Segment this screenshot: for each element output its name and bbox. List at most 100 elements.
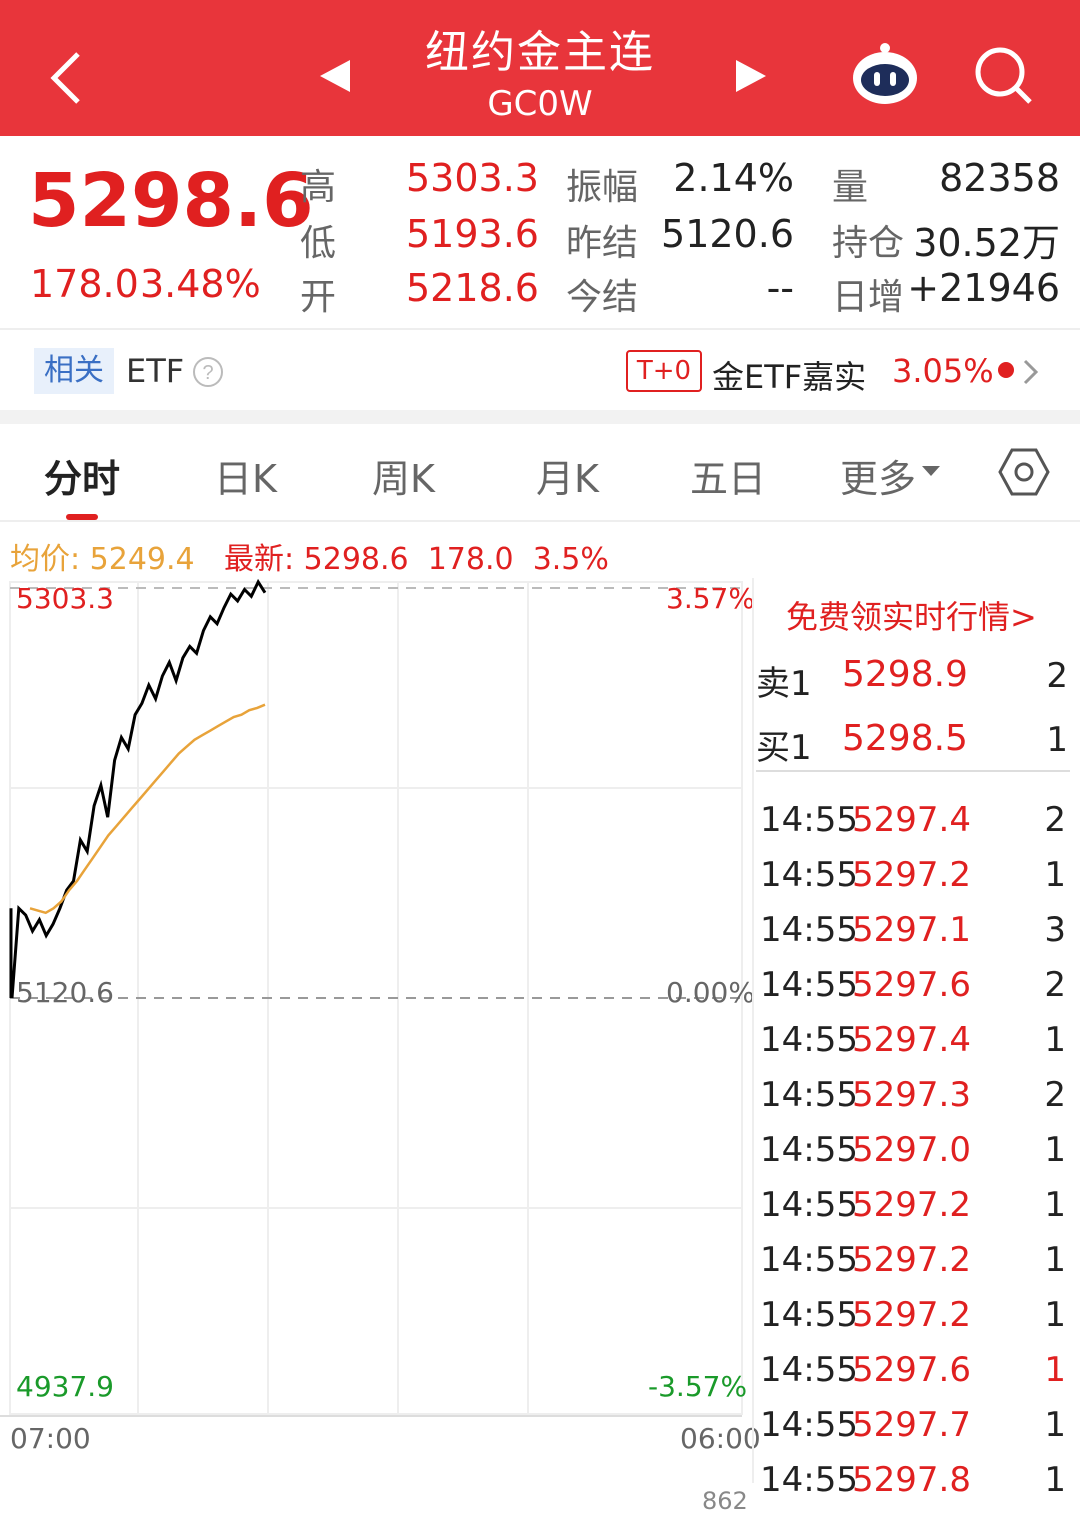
bid1-label: 买1: [756, 728, 812, 768]
tick-price: 5297.6: [852, 1350, 971, 1390]
tick-time: 14:55: [760, 1350, 858, 1390]
latest-pct: 3.5%: [532, 542, 609, 577]
t0-badge: T+0: [626, 350, 702, 392]
tick-row: 14:55 5297.8 1: [760, 1460, 1070, 1515]
pct-axis-mid-label: 0.00%: [666, 976, 755, 1009]
etf-label[interactable]: ETF: [126, 352, 185, 390]
stat-low: 5193.6: [406, 212, 539, 256]
latest-change: 178.0: [427, 542, 514, 577]
tab-five-day[interactable]: 五日: [690, 457, 767, 501]
tab-intraday[interactable]: 分时: [44, 457, 121, 501]
tick-row: 14:55 5297.0 1: [760, 1130, 1070, 1185]
tick-volume: 2: [1044, 965, 1066, 1005]
tick-time: 14:55: [760, 1130, 858, 1170]
ask1-price: 5298.9: [842, 654, 968, 695]
tick-volume: 1: [1044, 1405, 1066, 1445]
bid1-price: 5298.5: [842, 718, 968, 759]
tick-time: 14:55: [760, 1075, 858, 1115]
stat-open: 5218.6: [406, 266, 539, 310]
tick-volume: 3: [1044, 910, 1066, 950]
stat-label: 振幅: [566, 167, 639, 208]
price-change: 178.0: [30, 262, 139, 306]
avg-label: 均价:: [10, 542, 81, 577]
tick-time: 14:55: [760, 1295, 858, 1335]
avg-price-line: [29, 703, 266, 915]
stat-settle: --: [766, 266, 794, 310]
search-icon[interactable]: [972, 44, 1034, 106]
help-icon[interactable]: ?: [192, 356, 224, 388]
tick-row: 14:55 5297.4 1: [760, 1020, 1070, 1075]
divider: [0, 520, 1080, 522]
stat-amplitude: 2.14%: [673, 156, 794, 200]
avg-value: 5249.4: [89, 542, 195, 577]
robot-assistant-icon[interactable]: [850, 40, 920, 106]
tick-price: 5297.6: [852, 965, 971, 1005]
tick-row: 14:55 5297.4 2: [760, 800, 1070, 855]
tick-volume: 1: [1044, 855, 1066, 895]
page-title: 纽约金主连: [425, 27, 655, 78]
stat-daily-increase: +21946: [907, 266, 1060, 310]
stat-volume: 82358: [939, 156, 1060, 200]
svg-text:?: ?: [202, 362, 213, 384]
tab-more[interactable]: 更多: [840, 457, 917, 501]
prev-contract-icon[interactable]: [318, 58, 352, 94]
last-price: 5298.6: [28, 158, 314, 244]
intraday-chart[interactable]: [0, 578, 756, 1483]
ask1-volume: 2: [1046, 656, 1068, 696]
chevron-right-icon[interactable]: [1022, 358, 1040, 386]
next-contract-icon[interactable]: [734, 58, 768, 94]
pct-axis-top-label: 3.57%: [666, 582, 755, 615]
footer-volume: 862: [702, 1487, 748, 1515]
price-change-pct: 3.48%: [140, 262, 261, 306]
latest-price-text: 最新: 5298.6 178.0 3.5%: [224, 534, 609, 578]
tick-row: 14:55 5297.1 3: [760, 910, 1070, 965]
tick-price: 5297.3: [852, 1075, 971, 1115]
tick-time: 14:55: [760, 965, 858, 1005]
stat-label: 高: [300, 167, 337, 208]
stat-label: 持仓: [832, 223, 905, 264]
y-axis-mid-label: 5120.6: [16, 976, 114, 1009]
active-tab-indicator: [66, 514, 98, 520]
ask1-label: 卖1: [756, 664, 812, 704]
tick-row: 14:55 5297.2 1: [760, 855, 1070, 910]
back-arrow-icon[interactable]: [48, 50, 82, 106]
tab-monthly-k[interactable]: 月K: [536, 457, 599, 501]
related-tag[interactable]: 相关: [34, 348, 114, 394]
stat-label: 量: [832, 167, 869, 208]
tick-time: 14:55: [760, 855, 858, 895]
stat-prev-settle: 5120.6: [661, 212, 794, 256]
tick-time: 14:55: [760, 800, 858, 840]
dropdown-arrow-icon[interactable]: [920, 464, 942, 478]
latest-label: 最新:: [224, 542, 295, 577]
etf-change: 3.05%: [892, 352, 994, 390]
y-axis-top-label: 5303.3: [16, 582, 114, 615]
tick-price: 5297.0: [852, 1130, 971, 1170]
tick-price: 5297.7: [852, 1405, 971, 1445]
pct-axis-bottom-label: -3.57%: [648, 1370, 748, 1403]
tick-volume: 1: [1044, 1460, 1066, 1500]
free-quote-link[interactable]: 免费领实时行情>: [786, 598, 1037, 636]
contract-code: GC0W: [487, 84, 593, 124]
etf-name[interactable]: 金ETF嘉实: [712, 358, 867, 396]
tick-time: 14:55: [760, 1020, 858, 1060]
top-bar: 纽约金主连 GC0W: [0, 0, 1080, 136]
stat-label: 今结: [566, 277, 639, 318]
x-axis-end-label: 06:00: [680, 1422, 761, 1455]
stat-label: 昨结: [566, 223, 639, 264]
tab-daily-k[interactable]: 日K: [214, 457, 277, 501]
stat-label: 开: [300, 277, 337, 318]
latest-value: 5298.6: [303, 542, 409, 577]
tab-weekly-k[interactable]: 周K: [372, 457, 435, 501]
tick-volume: 1: [1044, 1020, 1066, 1060]
tick-row: 14:55 5297.6 2: [760, 965, 1070, 1020]
chart-settings-icon[interactable]: [998, 446, 1050, 498]
tick-row: 14:55 5297.6 1: [760, 1350, 1070, 1405]
tick-volume: 2: [1044, 800, 1066, 840]
tick-price: 5297.2: [852, 1295, 971, 1335]
tick-time: 14:55: [760, 1185, 858, 1225]
divider: [756, 770, 1070, 772]
stat-label: 低: [300, 223, 337, 264]
stat-label: 日增: [832, 277, 905, 318]
tick-price: 5297.2: [852, 855, 971, 895]
y-axis-bottom-label: 4937.9: [16, 1370, 114, 1403]
